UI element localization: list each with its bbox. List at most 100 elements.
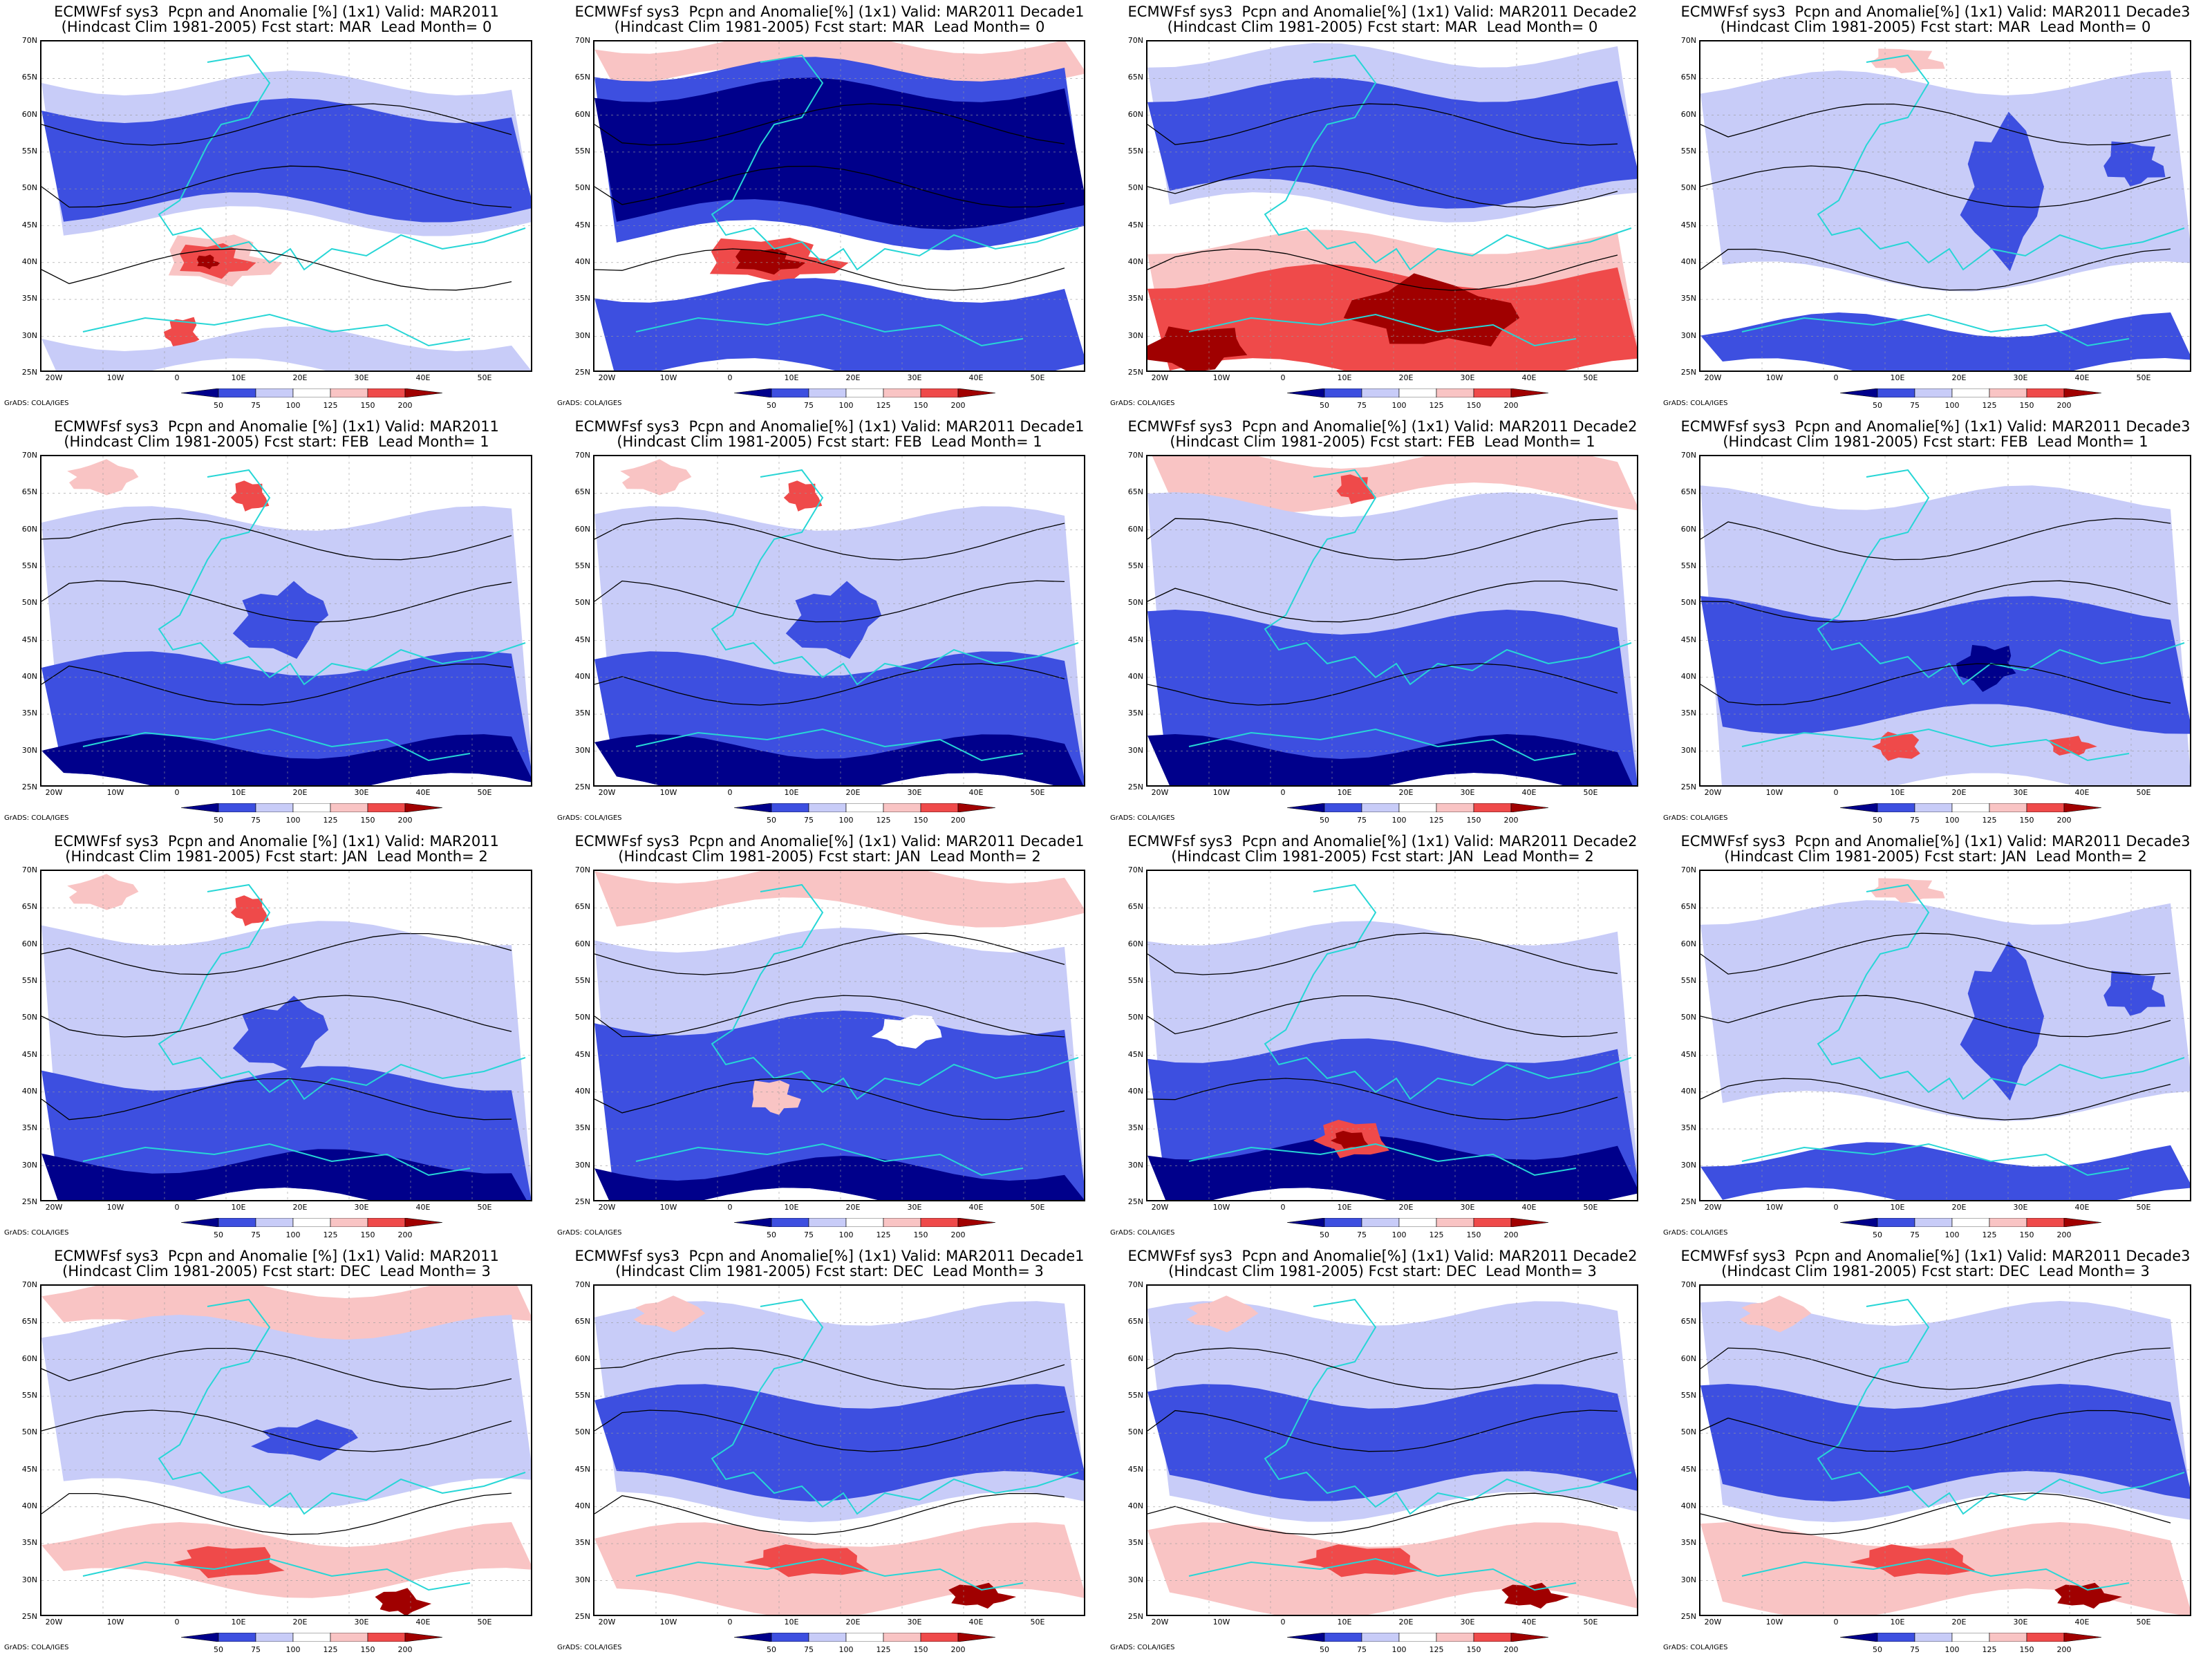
colorbar-swatch: [808, 1633, 847, 1642]
anomaly-pink-area: [620, 459, 692, 496]
colorbar-swatch: [920, 1218, 959, 1227]
anomaly-map: [1146, 455, 1638, 787]
longitude-label: 50E: [2136, 1618, 2151, 1627]
longitude-label: 40E: [968, 373, 984, 382]
climatology-contour: [1700, 1347, 2171, 1390]
climatology-contour: [594, 580, 1065, 623]
anomaly-pink-area: [67, 874, 139, 910]
climatology-contour: [41, 1078, 512, 1121]
climatology-contour: [41, 248, 512, 291]
climatology-contour: [1700, 165, 2171, 208]
colorbar-tick-label: 100: [1944, 816, 1960, 825]
latitude-label: 25N: [21, 368, 37, 377]
colorbar-swatch: [255, 388, 294, 397]
latitude-label: 65N: [574, 487, 590, 497]
latitude-label: 25N: [1680, 1197, 1696, 1206]
colorbar-swatch: [734, 388, 772, 397]
panel-title-line2: (Hindcast Clim 1981-2005) Fcst start: JA…: [1171, 848, 1594, 865]
latitude-label: 70N: [574, 1280, 590, 1289]
longitude-label: 20E: [1398, 373, 1414, 382]
latitude-label: 25N: [574, 1197, 590, 1206]
latitude-label: 50N: [1680, 1427, 1696, 1437]
anomaly-red-area: [1296, 1544, 1423, 1577]
anomaly-dark-red-area: [735, 248, 806, 275]
latitude-label: 45N: [1680, 220, 1696, 229]
latitude-label: 45N: [574, 220, 590, 229]
latitude-label: 35N: [1680, 294, 1696, 303]
longitude-label: 30E: [907, 1203, 922, 1212]
longitude-label: 20W: [598, 1618, 616, 1627]
colorbar-tick-label: 125: [1429, 1645, 1444, 1654]
longitude-label: 30E: [1460, 1618, 1475, 1627]
panel-title-line2: (Hindcast Clim 1981-2005) Fcst start: JA…: [1724, 848, 2147, 865]
climatology-contour: [41, 580, 512, 623]
latitude-label: 55N: [574, 1391, 590, 1400]
anomaly-map-svg: [1147, 871, 1637, 1200]
coastline-africa: [1188, 728, 1577, 762]
latitude-label: 55N: [1680, 561, 1696, 570]
latitude-label: 35N: [574, 709, 590, 718]
colorbar-swatch: [845, 388, 884, 397]
longitude-label: 20W: [598, 373, 616, 382]
longitude-label: 10E: [1890, 1203, 1905, 1212]
colorbar-swatch: [2063, 1633, 2101, 1642]
panel-title: ECMWFsf sys3 Pcpn and Anomalie[%] (1x1) …: [1106, 419, 1659, 449]
colorbar-swatch: [292, 1633, 331, 1642]
longitude-label: 50E: [477, 788, 492, 797]
latitude-label: 50N: [21, 598, 37, 608]
colorbar-tick-label: 75: [804, 816, 814, 825]
latitude-label: 30N: [574, 1575, 590, 1584]
colorbar-swatch: [1287, 803, 1325, 812]
anomaly-blue-area: [594, 1384, 1084, 1501]
colorbar-swatch: [404, 1218, 442, 1227]
panel-title: ECMWFsf sys3 Pcpn and Anomalie[%] (1x1) …: [1659, 1248, 2212, 1279]
colorbar-svg: [181, 388, 442, 397]
latitude-label: 65N: [21, 487, 37, 497]
longitude-label: 10E: [784, 1203, 799, 1212]
latitude-label: 45N: [21, 635, 37, 644]
coastline-africa: [1741, 313, 2130, 347]
colorbar: [1287, 388, 1548, 397]
map-panel: ECMWFsf sys3 Pcpn and Anomalie[%] (1x1) …: [1659, 830, 2212, 1244]
climatology-contour: [594, 103, 1065, 146]
colorbar-swatch: [1436, 388, 1474, 397]
grads-credit: GrADS: COLA/IGES: [557, 1229, 622, 1237]
colorbar-svg: [181, 803, 442, 812]
latitude-label: 60N: [21, 1353, 37, 1363]
longitude-label: 10E: [1337, 1203, 1352, 1212]
colorbar-tick-label: 150: [2019, 1230, 2034, 1239]
climatology-contour: [41, 995, 512, 1038]
latitude-label: 45N: [1127, 635, 1143, 644]
colorbar-swatch: [808, 388, 847, 397]
anomaly-map-svg: [1147, 41, 1637, 371]
panel-title-line2: (Hindcast Clim 1981-2005) Fcst start: FE…: [64, 433, 489, 450]
anomaly-dark-blue-area: [594, 77, 1084, 229]
colorbar-svg: [734, 803, 995, 812]
longitude-label: 0: [1833, 788, 1839, 797]
longitude-label: 10E: [1890, 373, 1905, 382]
longitude-label: 20W: [598, 1203, 616, 1212]
latitude-label: 55N: [21, 147, 37, 156]
latitude-label: 50N: [21, 183, 37, 193]
anomaly-white-area: [871, 1015, 942, 1049]
colorbar-tick-label: 200: [1503, 401, 1519, 410]
colorbar-tick-label: 150: [913, 401, 928, 410]
panel-title-line1: ECMWFsf sys3 Pcpn and Anomalie[%] (1x1) …: [574, 418, 1085, 435]
anomaly-blue-area: [1700, 1384, 2190, 1501]
longitude-label: 20E: [292, 1203, 308, 1212]
longitude-label: 10E: [784, 788, 799, 797]
latitude-label: 40N: [1127, 257, 1143, 266]
anomaly-red-area: [163, 317, 200, 350]
climatology-contour: [1147, 1078, 1618, 1121]
latitude-label: 60N: [1127, 939, 1143, 948]
grads-credit: GrADS: COLA/IGES: [4, 814, 69, 822]
colorbar-swatch: [845, 1218, 884, 1227]
colorbar-swatch: [218, 803, 256, 812]
colorbar-tick-label: 125: [876, 1645, 891, 1654]
latitude-label: 70N: [574, 451, 590, 460]
anomaly-dark-blue-area: [1956, 645, 2016, 692]
longitude-label: 50E: [1030, 1203, 1045, 1212]
colorbar-swatch: [367, 803, 406, 812]
anomaly-map-svg: [41, 871, 531, 1200]
latitude-label: 65N: [1680, 1317, 1696, 1327]
